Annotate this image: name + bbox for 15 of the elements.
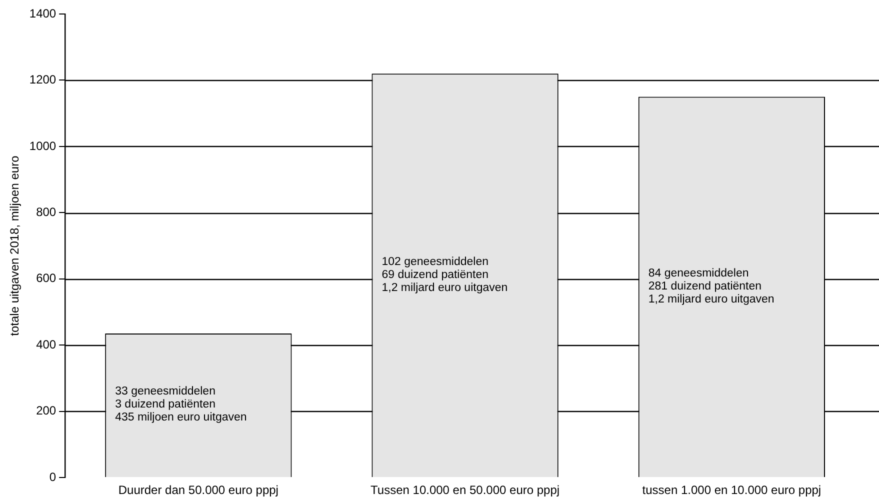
- y-tick-label: 800: [36, 205, 56, 219]
- x-tick-label: Duurder dan 50.000 euro pppj: [118, 483, 278, 498]
- y-tick-label: 600: [36, 271, 56, 286]
- y-tick-label: 1000: [29, 138, 56, 153]
- y-axis-title: totale uitgaven 2018, miljoen euro: [8, 155, 22, 336]
- x-tick-label: Tussen 10.000 en 50.000 euro pppj: [370, 483, 560, 498]
- annotation: 102 geneesmiddelen 69 duizend patiënten 1,2 miljard euro uitgaven: [382, 256, 508, 294]
- y-tick-label: 1400: [29, 6, 56, 20]
- annotation: 84 geneesmiddelen 281 duizend patiënten 1,2 miljard euro uitgaven: [648, 267, 774, 306]
- y-tick-label: 1200: [29, 72, 56, 87]
- x-tick-label: tussen 1.000 en 10.000 euro pppj: [642, 483, 822, 498]
- y-tick-label: 200: [36, 404, 56, 418]
- annotation: 33 geneesmiddelen 3 duizend patiënten 435 miljoen euro uitgaven: [115, 386, 247, 424]
- y-tick-label: 400: [36, 337, 56, 352]
- y-tick-label: 0: [49, 470, 56, 484]
